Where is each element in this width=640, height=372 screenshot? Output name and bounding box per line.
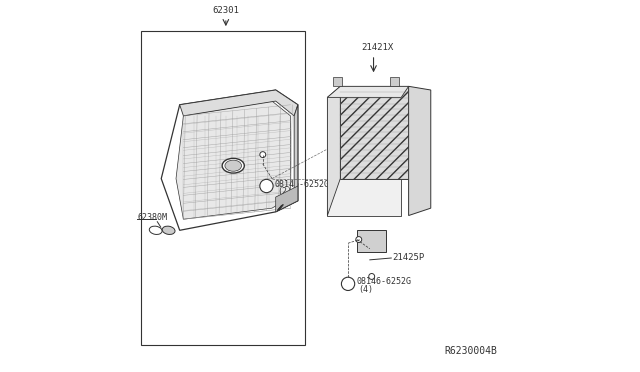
Polygon shape <box>328 86 340 215</box>
Polygon shape <box>328 86 408 97</box>
Ellipse shape <box>222 158 244 173</box>
Ellipse shape <box>162 226 175 234</box>
Circle shape <box>341 277 355 291</box>
Polygon shape <box>276 105 298 212</box>
Circle shape <box>260 152 266 158</box>
Ellipse shape <box>149 226 162 234</box>
Text: 62301: 62301 <box>212 6 239 15</box>
Circle shape <box>369 273 374 279</box>
Text: R6230004B: R6230004B <box>444 346 497 356</box>
Polygon shape <box>408 86 431 215</box>
Polygon shape <box>180 90 298 116</box>
Text: B: B <box>264 182 269 190</box>
Circle shape <box>260 179 273 193</box>
Polygon shape <box>276 186 298 212</box>
Polygon shape <box>357 230 387 253</box>
Circle shape <box>356 237 362 243</box>
Ellipse shape <box>225 160 241 171</box>
Text: (2): (2) <box>278 187 292 196</box>
Polygon shape <box>176 101 291 219</box>
Text: 08146-6252G: 08146-6252G <box>275 180 330 189</box>
Polygon shape <box>340 86 408 179</box>
Polygon shape <box>328 97 401 215</box>
Text: 21421X: 21421X <box>361 43 394 52</box>
Text: 21425P: 21425P <box>392 253 424 263</box>
Bar <box>390 77 399 86</box>
Text: B: B <box>346 279 351 288</box>
Text: 62380M: 62380M <box>137 213 167 222</box>
Bar <box>333 77 342 86</box>
Text: (4): (4) <box>358 285 373 294</box>
Text: 08146-6252G: 08146-6252G <box>356 278 411 286</box>
Bar <box>141 31 305 345</box>
